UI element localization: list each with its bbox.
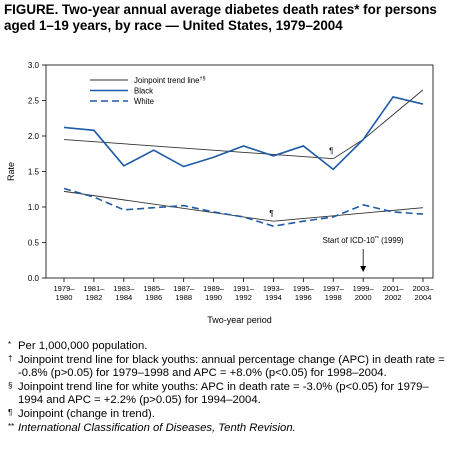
chart-series: ¶¶: [63, 89, 424, 227]
x-tick-label: 1979–: [53, 284, 75, 293]
x-tick-label: 1992: [235, 293, 252, 302]
footnote-icd10: ** International Classification of Diseas…: [8, 421, 296, 434]
x-tick-label: 1999–: [353, 284, 375, 293]
plot-frame: [45, 64, 434, 279]
legend-label: Joinpoint trend line†§: [134, 76, 206, 85]
x-tick-label: 1982: [85, 293, 102, 302]
icd10-arrow-head: [360, 266, 367, 272]
x-tick-label: 2004: [415, 293, 432, 302]
chart-annotation: Start of ICD-10** (1999): [323, 236, 404, 272]
x-tick-label: 1981–: [83, 284, 105, 293]
x-tick-label: 1997–: [323, 284, 345, 293]
figure-title: FIGURE. Two-year annual average diabetes…: [4, 2, 437, 33]
y-tick-label: 0.0: [28, 274, 40, 283]
y-tick-label: 2.0: [28, 132, 40, 141]
x-tick-label: 1989–: [203, 284, 225, 293]
x-tick-label: 1994: [265, 293, 282, 302]
footnote-white-trend: § Joinpoint trend line for white youths: …: [8, 380, 429, 407]
y-tick-label: 0.5: [28, 239, 40, 248]
y-tick-label: 3.0: [28, 61, 40, 70]
line-chart: Rate Two-year period 0.0 0.5 1.0 1.5 2.0 2.5 3.…: [6, 61, 434, 325]
series-line-black: [63, 96, 424, 171]
footnotes: * Per 1,000,000 population. † Joinpoint tr…: [6, 340, 446, 435]
y-tick-label: 1.5: [28, 168, 40, 177]
legend-label: Black: [134, 87, 153, 96]
joinpoint-mark: ¶: [329, 147, 333, 156]
x-tick-label: 2000: [355, 293, 372, 302]
x-tick-label: 1990: [205, 293, 222, 302]
x-tick-label: 1986: [145, 293, 162, 302]
x-tick-label: 1988: [175, 293, 192, 302]
x-axis-label: Two-year period: [207, 315, 272, 325]
y-tick-label: 1.0: [28, 203, 40, 212]
x-tick-label: 1996: [295, 293, 312, 302]
trend-line-black: [63, 89, 424, 160]
x-tick-label: 1993–: [263, 284, 285, 293]
x-tick-label: 1985–: [143, 284, 165, 293]
joinpoint-mark: ¶: [269, 209, 273, 218]
icd10-annotation: Start of ICD-10** (1999): [323, 236, 404, 245]
x-tick-label: 2002: [385, 293, 402, 302]
chart-ticks: 0.0 0.5 1.0 1.5 2.0 2.5 3.0 1979–1980 1981–1982 1…: [28, 61, 434, 302]
series-line-white: [63, 187, 424, 227]
x-tick-label: 1998: [325, 293, 342, 302]
x-tick-label: 1995–: [293, 284, 315, 293]
x-tick-label: 1984: [115, 293, 132, 302]
y-tick-label: 2.5: [28, 97, 40, 106]
footnote-black-trend: † Joinpoint trend line for black youths: …: [8, 353, 445, 380]
legend-label: White: [134, 97, 154, 106]
footnote-joinpoint: ¶ Joinpoint (change in trend).: [8, 407, 155, 420]
x-tick-label: 1987–: [173, 284, 195, 293]
footnote-per-million: * Per 1,000,000 population.: [8, 340, 148, 352]
x-tick-label: 2001–: [383, 284, 405, 293]
x-tick-label: 1983–: [113, 284, 135, 293]
x-tick-label: 2003–: [412, 284, 434, 293]
x-tick-label: 1980: [56, 293, 73, 302]
trend-line-white: [63, 190, 424, 222]
y-axis-label: Rate: [6, 162, 16, 181]
x-tick-label: 1991–: [233, 284, 255, 293]
